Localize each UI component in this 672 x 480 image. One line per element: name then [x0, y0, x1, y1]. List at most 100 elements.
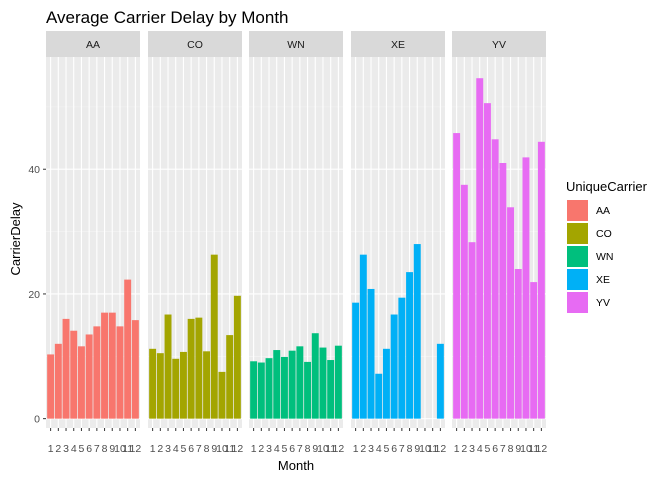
bar-aa-month-11	[124, 279, 132, 419]
bar-xe-month-8	[406, 272, 414, 419]
bar-aa-month-8	[101, 312, 109, 419]
bar-wn-month-6	[288, 350, 296, 419]
x-tick-label: 10	[114, 443, 126, 455]
x-tick-label: 6	[86, 443, 92, 455]
x-tick-label: 6	[492, 443, 498, 455]
bar-wn-month-5	[280, 356, 288, 419]
facet-strip-label: YV	[492, 39, 506, 51]
bar-xe-month-5	[382, 348, 390, 419]
x-tick-label: 1	[251, 443, 257, 455]
bar-yv-month-6	[491, 139, 499, 419]
x-tick-label: 3	[63, 443, 69, 455]
x-tick-label: 2	[360, 443, 366, 455]
x-tick-label: 11	[427, 443, 438, 455]
legend-label: CO	[596, 228, 612, 240]
bar-yv-month-11	[530, 282, 538, 419]
bar-wn-month-10	[319, 347, 327, 419]
facet-strip-label: CO	[187, 39, 203, 51]
legend-label: WN	[596, 251, 614, 263]
bar-wn-month-12	[334, 345, 342, 419]
bar-yv-month-8	[507, 207, 515, 419]
bar-yv-month-12	[537, 141, 545, 419]
bar-xe-month-9	[413, 244, 421, 419]
x-tick-label: 1	[454, 443, 460, 455]
bar-xe-month-6	[390, 314, 398, 419]
x-tick-label: 9	[211, 443, 217, 455]
bar-co-month-7	[195, 317, 203, 419]
x-tick-label: 12	[232, 443, 244, 455]
bar-aa-month-4	[70, 330, 78, 419]
x-tick-label: 11	[224, 443, 235, 455]
x-tick-label: 12	[536, 443, 548, 455]
bar-aa-month-10	[116, 326, 124, 419]
y-tick-label: 0	[34, 414, 40, 426]
legend-key-aa	[567, 200, 588, 221]
x-tick-label: 6	[188, 443, 194, 455]
x-tick-label: 2	[461, 443, 467, 455]
bar-wn-month-4	[273, 350, 281, 419]
x-tick-label: 12	[333, 443, 345, 455]
bar-yv-month-10	[522, 157, 530, 419]
facet-strip-label: XE	[391, 39, 405, 51]
bar-co-month-12	[233, 295, 241, 419]
x-tick-label: 7	[94, 443, 100, 455]
x-tick-label: 11	[528, 443, 539, 455]
x-tick-label: 5	[384, 443, 390, 455]
y-tick-label: 40	[28, 164, 40, 176]
x-tick-label: 5	[79, 443, 85, 455]
bar-wn-month-9	[311, 333, 319, 419]
bar-yv-month-3	[468, 242, 476, 419]
bar-xe-month-4	[375, 373, 383, 419]
x-tick-label: 3	[368, 443, 374, 455]
x-tick-label: 5	[485, 443, 491, 455]
x-tick-label: 11	[325, 443, 336, 455]
x-tick-label: 8	[508, 443, 514, 455]
bar-co-month-3	[164, 314, 172, 419]
bar-xe-month-2	[359, 254, 367, 419]
facet-strip-label: AA	[86, 39, 100, 51]
bar-xe-month-7	[398, 297, 406, 419]
legend-key-wn	[567, 246, 588, 267]
bar-co-month-1	[149, 348, 157, 419]
bar-yv-month-7	[499, 163, 507, 419]
bar-yv-month-2	[460, 184, 468, 419]
bar-aa-month-1	[47, 354, 55, 419]
x-tick-label: 7	[297, 443, 303, 455]
bar-co-month-9	[210, 254, 218, 419]
x-tick-label: 3	[165, 443, 171, 455]
bar-aa-month-2	[54, 343, 62, 419]
x-tick-label: 4	[274, 443, 280, 455]
x-tick-label: 5	[181, 443, 187, 455]
x-tick-label: 4	[173, 443, 179, 455]
x-tick-label: 8	[407, 443, 413, 455]
legend-key-co	[567, 223, 588, 244]
chart-title: Average Carrier Delay by Month	[46, 8, 289, 27]
bar-xe-month-3	[367, 288, 375, 419]
x-tick-label: 6	[289, 443, 295, 455]
bar-co-month-10	[218, 371, 226, 419]
bar-co-month-2	[156, 353, 164, 419]
x-tick-label: 2	[55, 443, 61, 455]
bar-wn-month-7	[296, 346, 304, 419]
facet-strip	[249, 31, 343, 57]
bar-wn-month-1	[250, 361, 258, 419]
x-tick-label: 9	[414, 443, 420, 455]
x-tick-label: 2	[258, 443, 264, 455]
y-tick-label: 20	[28, 289, 40, 301]
x-tick-label: 6	[391, 443, 397, 455]
x-tick-label: 7	[500, 443, 506, 455]
x-tick-label: 8	[102, 443, 108, 455]
bar-aa-month-5	[77, 346, 85, 419]
bar-co-month-11	[226, 335, 234, 419]
x-tick-label: 9	[312, 443, 318, 455]
facet-strip-label: WN	[287, 39, 305, 51]
bar-wn-month-11	[327, 360, 335, 419]
bar-aa-month-9	[108, 312, 116, 419]
bar-co-month-5	[179, 351, 187, 419]
x-tick-label: 7	[399, 443, 405, 455]
